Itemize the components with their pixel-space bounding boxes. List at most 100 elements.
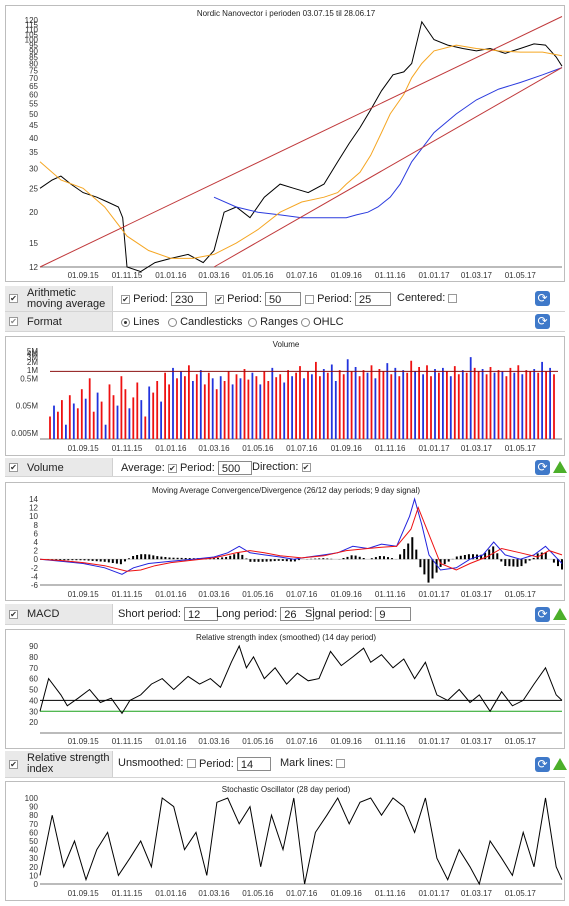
- ma-period2-group: ✔ Period: 50: [215, 292, 301, 306]
- ma-period2-checkbox[interactable]: ✔: [215, 294, 224, 304]
- volume-refresh-icon[interactable]: ⟳: [535, 460, 550, 475]
- volume-average-checkbox[interactable]: ✔: [167, 463, 177, 473]
- y-tick-label: 4: [34, 538, 39, 547]
- rsi-refresh-icon[interactable]: ⟳: [535, 757, 550, 772]
- volume-period-label: Period:: [179, 461, 215, 474]
- y-tick-label: 20: [29, 718, 38, 727]
- rsi-marklines-label: Mark lines:: [280, 757, 334, 769]
- ma-enable-checkbox[interactable]: ✔: [9, 294, 18, 303]
- x-tick-label: 01.01.17: [418, 737, 450, 746]
- x-tick-label: 01.01.16: [155, 444, 187, 453]
- x-tick-label: 01.07.16: [286, 271, 318, 280]
- x-tick-label: 01.05.17: [505, 889, 537, 898]
- format-option-candlesticks[interactable]: Candlesticks: [168, 316, 242, 328]
- macd-signal-label: Signal period:: [305, 607, 373, 620]
- x-tick-label: 01.01.17: [418, 889, 450, 898]
- y-tick-label: 25: [29, 184, 38, 193]
- x-tick-label: 01.09.16: [331, 444, 363, 453]
- y-tick-label: 85: [29, 53, 38, 62]
- ma-period2-input[interactable]: 50: [264, 292, 301, 306]
- ma-50-line: [39, 44, 563, 259]
- format-label: Format: [27, 316, 62, 328]
- y-tick-label: 10: [29, 512, 38, 521]
- y-tick-label: 12: [29, 263, 38, 272]
- y-tick-label: 60: [29, 675, 38, 684]
- y-tick-label: 100: [25, 36, 39, 45]
- format-option-ohlc[interactable]: OHLC: [301, 316, 344, 328]
- upper-trendline-line: [39, 16, 563, 268]
- rsi-unsmoothed-checkbox[interactable]: [186, 758, 196, 768]
- ma-refresh-icon[interactable]: ⟳: [535, 291, 550, 306]
- macd-long-input[interactable]: 26: [280, 607, 315, 621]
- ma-label-cell: ✔ Arithmetic moving average: [5, 286, 113, 311]
- macd-move-up-icon[interactable]: [553, 608, 567, 620]
- macd-refresh-icon[interactable]: ⟳: [535, 607, 550, 622]
- x-tick-label: 01.01.16: [155, 590, 187, 599]
- rsi-period-input[interactable]: 14: [236, 757, 271, 771]
- x-tick-label: 01.07.16: [286, 590, 318, 599]
- y-tick-label: 55: [29, 100, 38, 109]
- ma-period1-checkbox[interactable]: ✔: [121, 294, 130, 304]
- rsi-period-group: Period: 14: [199, 757, 271, 771]
- y-tick-label: -6: [31, 581, 39, 590]
- x-tick-label: 01.09.16: [331, 889, 363, 898]
- volume-enable-checkbox[interactable]: ✔: [9, 463, 18, 472]
- macd-short-label: Short period:: [118, 607, 181, 620]
- format-ohlc-label: OHLC: [313, 316, 344, 328]
- y-tick-label: 80: [29, 59, 38, 68]
- y-tick-label: 90: [29, 642, 38, 651]
- chart-title: Nordic Nanovector i perioden 03.07.15 ti…: [197, 9, 376, 18]
- macd-enable-checkbox[interactable]: ✔: [9, 610, 18, 619]
- format-refresh-icon[interactable]: ⟳: [535, 314, 550, 329]
- ma-period3-label: Period:: [317, 292, 352, 305]
- format-ohlc-radio[interactable]: [301, 317, 310, 327]
- y-tick-label: 75: [29, 66, 38, 75]
- y-tick-label: -2: [31, 564, 39, 573]
- format-candlesticks-radio[interactable]: [168, 317, 177, 327]
- y-tick-label: 60: [29, 90, 38, 99]
- ma-centered-checkbox[interactable]: [448, 293, 458, 303]
- y-tick-label: 10: [29, 871, 38, 880]
- ma-230-line: [213, 67, 563, 219]
- macd-label-cell: ✔ MACD: [5, 604, 113, 624]
- macd-short-input[interactable]: 12: [184, 607, 219, 621]
- rsi-enable-checkbox[interactable]: ✔: [9, 760, 18, 769]
- x-tick-label: 01.03.17: [461, 444, 493, 453]
- format-label-cell: ✔ Format: [5, 312, 113, 331]
- macd-chart-panel: Moving Average Convergence/Divergence (2…: [5, 482, 565, 601]
- ma-period3-checkbox[interactable]: [305, 294, 314, 304]
- format-lines-radio[interactable]: [121, 317, 130, 327]
- lower-trendline-line: [213, 67, 563, 268]
- ma-centered-label: Centered:: [397, 292, 446, 304]
- chart-title: Relative strength index (smoothed) (14 d…: [196, 633, 376, 642]
- x-tick-label: 01.11.16: [375, 737, 406, 746]
- ma-period3-input[interactable]: 25: [354, 292, 391, 306]
- ma-period1-label: Period:: [133, 292, 168, 305]
- format-enable-checkbox[interactable]: ✔: [9, 317, 18, 326]
- volume-chart-panel: Volume 0.005M 0.05M 0.5M 1M 2M 3M 4M 5M 01.09.15 0…: [5, 336, 565, 456]
- x-tick-label: 01.01.17: [418, 271, 450, 280]
- rsi-marklines-checkbox[interactable]: [336, 758, 346, 768]
- format-option-lines[interactable]: Lines: [121, 316, 159, 328]
- volume-period-input[interactable]: 500: [217, 461, 252, 475]
- y-tick-label: 6: [34, 529, 39, 538]
- y-tick-label: -4: [31, 572, 39, 581]
- format-ranges-radio[interactable]: [248, 317, 257, 327]
- x-tick-label: 01.03.17: [461, 271, 493, 280]
- macd-signal-input[interactable]: 9: [375, 607, 412, 621]
- y-tick-label: 2M: [27, 358, 38, 367]
- y-tick-label: 105: [25, 30, 39, 39]
- y-tick-label: 12: [29, 504, 38, 513]
- format-lines-label: Lines: [133, 316, 160, 328]
- volume-average-label: Average:: [121, 461, 165, 474]
- y-tick-label: 100: [25, 794, 39, 803]
- format-option-ranges[interactable]: Ranges: [248, 316, 298, 328]
- volume-move-up-icon[interactable]: [553, 461, 567, 473]
- volume-direction-checkbox[interactable]: ✔: [301, 462, 311, 472]
- x-tick-label: 01.07.16: [286, 889, 318, 898]
- rsi-move-up-icon[interactable]: [553, 758, 567, 770]
- x-tick-label: 01.05.17: [505, 737, 537, 746]
- ma-period1-input[interactable]: 230: [170, 292, 207, 306]
- x-tick-label: 01.03.17: [461, 590, 493, 599]
- price-chart-panel: Nordic Nanovector i perioden 03.07.15 ti…: [5, 5, 565, 282]
